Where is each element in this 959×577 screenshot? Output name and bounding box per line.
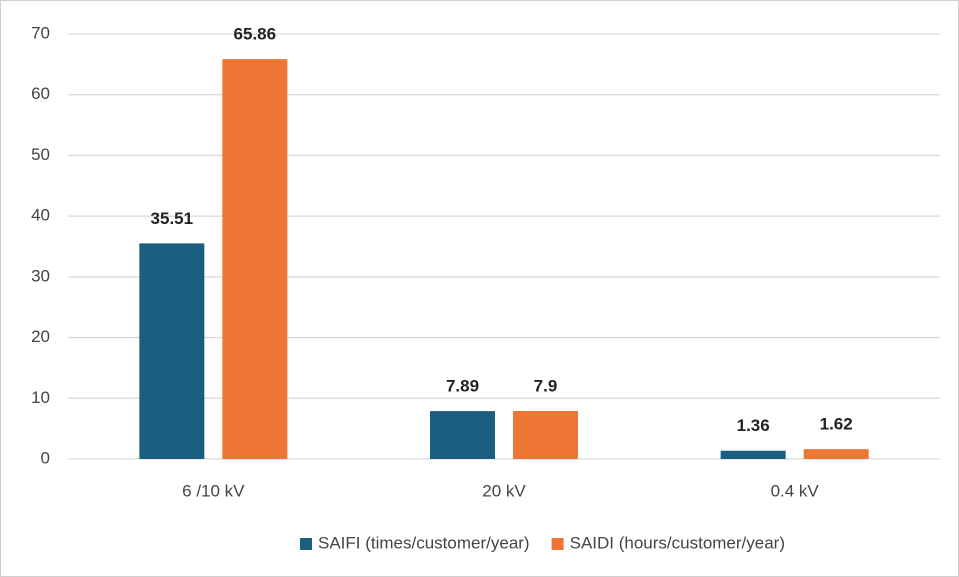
bar xyxy=(430,411,495,459)
bar xyxy=(803,449,869,459)
bar xyxy=(222,59,288,460)
bar xyxy=(513,411,578,459)
y-tick-label: 0 xyxy=(41,448,50,467)
y-tick-label: 20 xyxy=(31,327,50,346)
legend-label: SAIDI (hours/customer/year) xyxy=(570,533,785,552)
bar xyxy=(139,243,205,459)
data-label: 1.36 xyxy=(737,416,770,435)
y-tick-label: 50 xyxy=(31,145,50,164)
y-tick-label: 40 xyxy=(31,206,50,225)
x-tick-label: 0.4 kV xyxy=(771,481,820,500)
bar xyxy=(720,450,786,459)
legend-label: SAIFI (times/customer/year) xyxy=(318,533,530,552)
y-tick-label: 70 xyxy=(31,23,50,42)
data-label: 7.89 xyxy=(446,377,479,396)
x-tick-label: 20 kV xyxy=(482,481,526,500)
data-label: 65.86 xyxy=(234,25,277,44)
x-tick-label: 6 /10 kV xyxy=(182,481,245,500)
y-tick-label: 60 xyxy=(31,84,50,103)
data-label: 1.62 xyxy=(820,415,853,434)
data-label: 35.51 xyxy=(151,209,194,228)
legend-swatch xyxy=(300,538,312,550)
data-label: 7.9 xyxy=(534,377,558,396)
y-tick-label: 30 xyxy=(31,266,50,285)
y-tick-label: 10 xyxy=(31,388,50,407)
legend-swatch xyxy=(551,538,564,550)
